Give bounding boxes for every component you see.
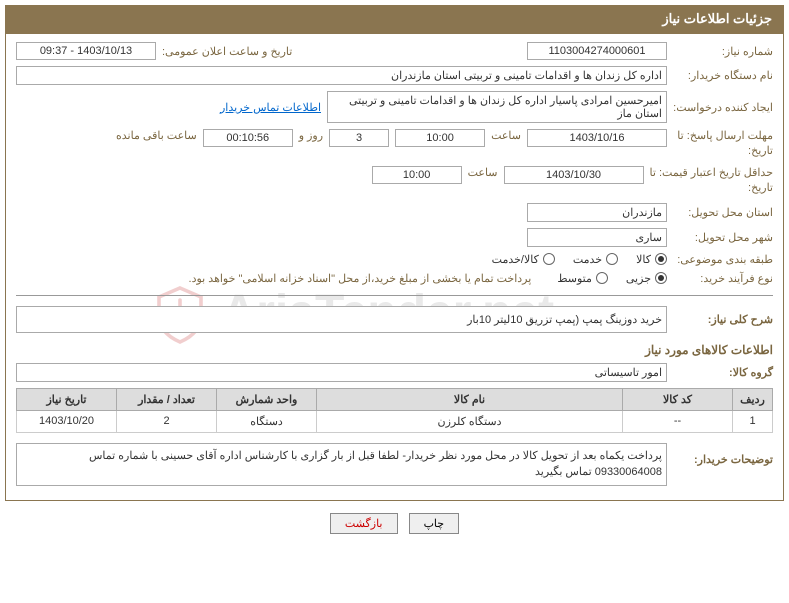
radio-motavasset-circle [596, 272, 608, 284]
th-code: کد کالا [623, 388, 733, 410]
city-field: ساری [527, 228, 667, 247]
td-qty: 2 [117, 410, 217, 432]
summary-label: شرح کلی نیاز: [673, 313, 773, 326]
td-unit: دستگاه [217, 410, 317, 432]
buyer-notes-label: توضیحات خریدار: [673, 443, 773, 466]
days-field: 3 [329, 129, 389, 147]
city-label: شهر محل تحویل: [673, 231, 773, 244]
td-num: 1 [733, 410, 773, 432]
goods-group-field: امور تاسیساتی [16, 363, 667, 382]
row-goods-group: گروه کالا: امور تاسیساتی [16, 363, 773, 382]
time-label-1: ساعت [491, 129, 521, 142]
validity-date-field: 1403/10/30 [504, 166, 644, 184]
table-header-row: ردیف کد کالا نام کالا واحد شمارش تعداد /… [17, 388, 773, 410]
radio-kala[interactable]: کالا [636, 253, 667, 266]
remaining-label: ساعت باقی مانده [116, 129, 197, 142]
form-container: شماره نیاز: 1103004274000601 تاریخ و ساع… [5, 33, 784, 501]
radio-kala-circle [655, 253, 667, 265]
contact-link[interactable]: اطلاعات تماس خریدار [220, 101, 321, 114]
row-requester: ایجاد کننده درخواست: امیرحسین امرادی پاس… [16, 91, 773, 123]
radio-motavasset[interactable]: متوسط [557, 272, 608, 285]
validity-label: حداقل تاریخ اعتبار قیمت: تا تاریخ: [650, 166, 773, 197]
table-row: 1 -- دستگاه کلرزن دستگاه 2 1403/10/20 [17, 410, 773, 432]
province-label: استان محل تحویل: [673, 206, 773, 219]
page-header: جزئیات اطلاعات نیاز [5, 5, 784, 33]
radio-jozi[interactable]: جزیی [626, 272, 667, 285]
buyer-notes-field: پرداخت یکماه بعد از تحویل کالا در محل مو… [16, 443, 667, 486]
td-code: -- [623, 410, 733, 432]
page-title: جزئیات اطلاعات نیاز [662, 11, 772, 26]
summary-field: خرید دوزینگ پمپ (پمپ تزریق 10لیتر 10بار [16, 306, 667, 333]
radio-kala-khedmat[interactable]: کالا/خدمت [492, 253, 555, 266]
purchase-radio-group: جزیی متوسط [557, 272, 667, 285]
category-radio-group: کالا خدمت کالا/خدمت [492, 253, 667, 266]
td-date: 1403/10/20 [17, 410, 117, 432]
goods-group-label: گروه کالا: [673, 366, 773, 379]
requester-label: ایجاد کننده درخواست: [673, 101, 773, 114]
deadline-time-field: 10:00 [395, 129, 485, 147]
buyer-org-label: نام دستگاه خریدار: [673, 69, 773, 82]
row-buyer-notes: توضیحات خریدار: پرداخت یکماه بعد از تحوی… [16, 443, 773, 486]
radio-jozi-circle [655, 272, 667, 284]
th-row: ردیف [733, 388, 773, 410]
row-buyer-org: نام دستگاه خریدار: اداره کل زندان ها و ا… [16, 66, 773, 85]
validity-time-field: 10:00 [372, 166, 462, 184]
time-label-2: ساعت [468, 166, 498, 179]
row-summary: شرح کلی نیاز: خرید دوزینگ پمپ (پمپ تزریق… [16, 306, 773, 333]
radio-khedmat[interactable]: خدمت [573, 253, 618, 266]
row-validity: حداقل تاریخ اعتبار قیمت: تا تاریخ: 1403/… [16, 166, 773, 197]
province-field: مازندران [527, 203, 667, 222]
days-label: روز و [299, 129, 323, 142]
announce-field: 1403/10/13 - 09:37 [16, 42, 156, 60]
row-deadline: مهلت ارسال پاسخ: تا تاریخ: 1403/10/16 سا… [16, 129, 773, 160]
td-name: دستگاه کلرزن [317, 410, 623, 432]
category-label: طبقه بندی موضوعی: [673, 253, 773, 266]
deadline-label: مهلت ارسال پاسخ: تا تاریخ: [673, 129, 773, 160]
buyer-org-field: اداره کل زندان ها و اقدامات تامینی و ترب… [16, 66, 667, 85]
countdown-field: 00:10:56 [203, 129, 293, 147]
back-button[interactable]: بازگشت [330, 513, 398, 534]
th-qty: تعداد / مقدار [117, 388, 217, 410]
need-number-label: شماره نیاز: [673, 45, 773, 58]
row-province: استان محل تحویل: مازندران [16, 203, 773, 222]
need-number-field: 1103004274000601 [527, 42, 667, 60]
goods-section-title: اطلاعات کالاهای مورد نیاز [16, 343, 773, 357]
purchase-note: پرداخت تمام یا بخشی از مبلغ خرید،از محل … [189, 272, 532, 285]
deadline-date-field: 1403/10/16 [527, 129, 667, 147]
announce-label: تاریخ و ساعت اعلان عمومی: [162, 45, 292, 58]
th-unit: واحد شمارش [217, 388, 317, 410]
goods-table: ردیف کد کالا نام کالا واحد شمارش تعداد /… [16, 388, 773, 433]
radio-kala-khedmat-circle [543, 253, 555, 265]
row-purchase-type: نوع فرآیند خرید: جزیی متوسط پرداخت تمام … [16, 272, 773, 285]
row-need-number: شماره نیاز: 1103004274000601 تاریخ و ساع… [16, 42, 773, 60]
row-category: طبقه بندی موضوعی: کالا خدمت کالا/خدمت [16, 253, 773, 266]
print-button[interactable]: چاپ [409, 513, 460, 534]
requester-field: امیرحسین امرادی پاسیار اداره کل زندان ها… [327, 91, 667, 123]
radio-khedmat-circle [606, 253, 618, 265]
th-name: نام کالا [317, 388, 623, 410]
th-date: تاریخ نیاز [17, 388, 117, 410]
purchase-type-label: نوع فرآیند خرید: [673, 272, 773, 285]
button-row: چاپ بازگشت [0, 513, 789, 534]
row-city: شهر محل تحویل: ساری [16, 228, 773, 247]
divider-1 [16, 295, 773, 296]
